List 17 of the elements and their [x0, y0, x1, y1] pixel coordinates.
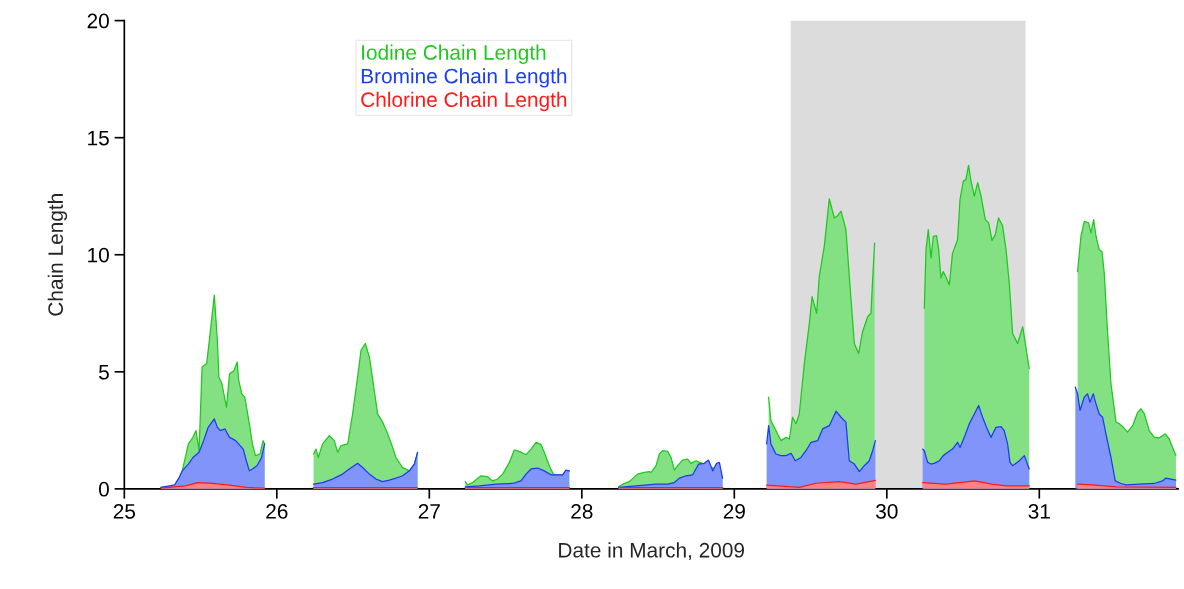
- text: Chlorine Chain Length: [361, 91, 567, 112]
- x-tick-label: 30: [876, 504, 898, 519]
- y-tick-label: 15: [88, 130, 109, 146]
- x-tick-label: 26: [266, 504, 288, 519]
- y-tick-label: 10: [88, 247, 109, 263]
- text: Bromine Chain Length: [361, 68, 567, 88]
- x-tick-label: 28: [571, 504, 593, 519]
- y-tick-label: 5: [98, 365, 109, 380]
- x-tick-label: 25: [113, 504, 136, 519]
- x-tick-label: 27: [418, 504, 440, 519]
- y-tick-label: 20: [87, 13, 109, 29]
- x-tick-label: 31: [1028, 504, 1050, 519]
- y-axis-title: Chain Length: [47, 194, 68, 316]
- x-axis-title: Date in March, 2009: [559, 542, 745, 561]
- x-tick-label: 29: [723, 504, 745, 519]
- y-tick-label: 0: [98, 481, 109, 497]
- text: Iodine Chain Length: [362, 44, 546, 64]
